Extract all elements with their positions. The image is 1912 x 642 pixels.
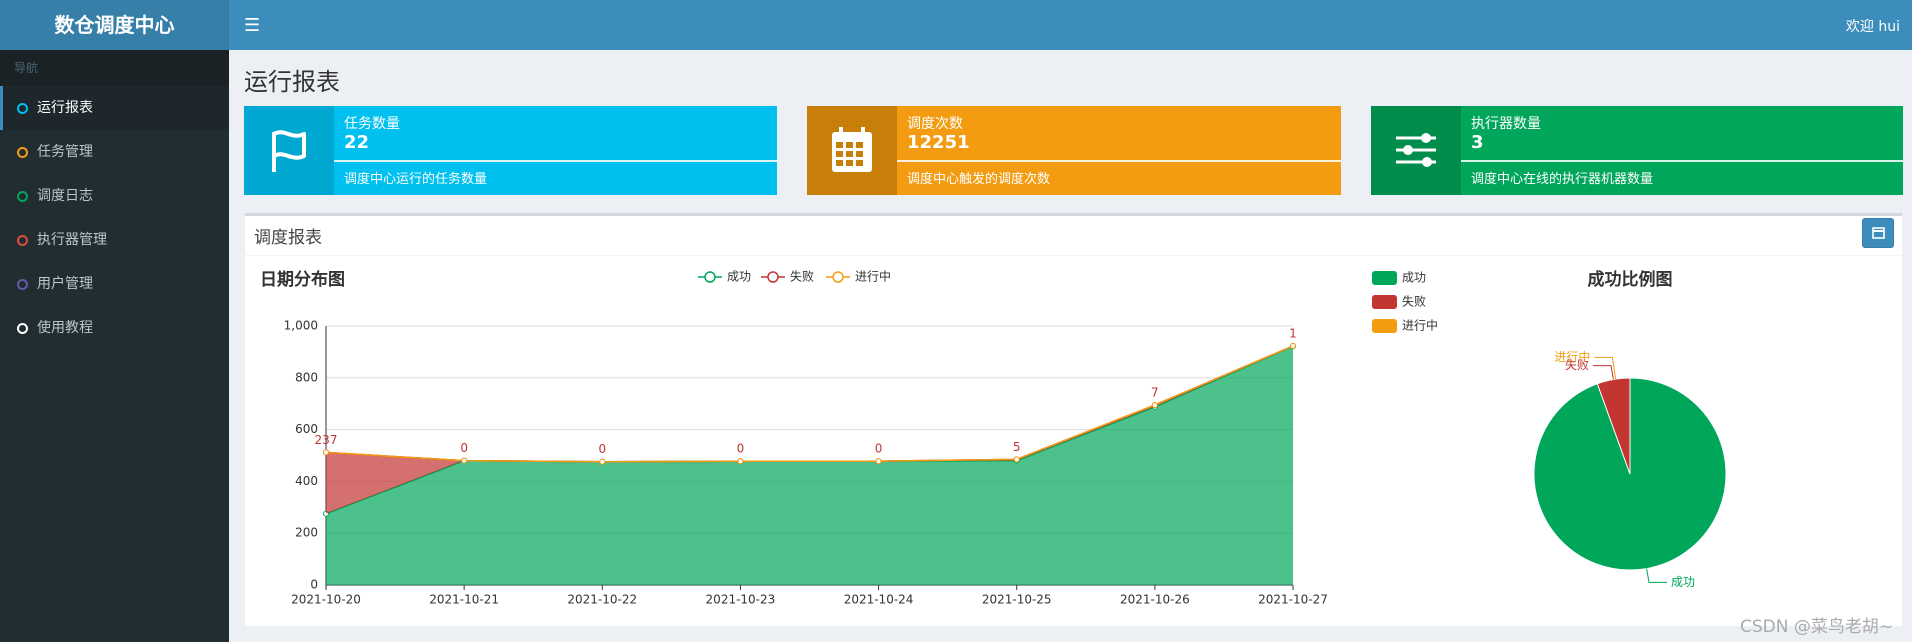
data-point bbox=[1013, 456, 1020, 463]
nav-item[interactable]: 运行报表 bbox=[0, 86, 229, 130]
nav-label: 运行报表 bbox=[37, 100, 93, 116]
x-tick-label: 2021-10-22 bbox=[567, 593, 637, 607]
legend-marker bbox=[832, 271, 844, 283]
legend-marker bbox=[767, 271, 779, 283]
series-line bbox=[325, 345, 1294, 463]
legend-swatch bbox=[1372, 319, 1397, 333]
card-value: 12251 bbox=[907, 132, 970, 153]
data-label: 1 bbox=[1289, 326, 1297, 340]
card-desc: 调度中心触发的调度次数 bbox=[907, 172, 1051, 187]
nav-header: 导航 bbox=[0, 50, 229, 86]
legend-label: 进行中 bbox=[855, 269, 891, 284]
y-tick-label: 400 bbox=[295, 474, 318, 488]
chart-title: 日期分布图 bbox=[260, 269, 345, 290]
card: 调度次数 12251 调度中心触发的调度次数 bbox=[807, 106, 1341, 195]
nav-label: 执行器管理 bbox=[37, 232, 107, 248]
date-picker-button[interactable] bbox=[1862, 218, 1894, 248]
y-tick-label: 800 bbox=[295, 370, 318, 384]
card-title: 调度次数 bbox=[907, 116, 963, 132]
nav-item[interactable]: 调度日志 bbox=[0, 174, 229, 218]
nav-item[interactable]: 使用教程 bbox=[0, 306, 229, 350]
data-label: 0 bbox=[875, 442, 883, 456]
nav-icon bbox=[17, 103, 28, 114]
nav-label: 调度日志 bbox=[37, 188, 93, 204]
y-tick-label: 1,000 bbox=[284, 319, 318, 333]
legend-label: 失败 bbox=[790, 269, 814, 284]
y-tick-label: 0 bbox=[310, 578, 318, 592]
legend-swatch bbox=[1372, 295, 1397, 309]
user-menu[interactable]: 欢迎 hui bbox=[1845, 19, 1900, 35]
x-tick-label: 2021-10-26 bbox=[1120, 593, 1190, 607]
y-tick-label: 200 bbox=[295, 526, 318, 540]
card-desc: 调度中心运行的任务数量 bbox=[344, 172, 488, 187]
data-label: 5 bbox=[1013, 440, 1021, 454]
data-label: 7 bbox=[1151, 385, 1159, 399]
data-point bbox=[461, 457, 468, 464]
nav-label: 任务管理 bbox=[37, 144, 93, 160]
watermark: CSDN @菜鸟老胡~ bbox=[1740, 617, 1894, 637]
nav-icon bbox=[17, 147, 28, 158]
nav-icon bbox=[17, 323, 28, 334]
chart-title: 成功比例图 bbox=[1588, 269, 1673, 290]
divider bbox=[245, 255, 1902, 256]
legend-marker bbox=[704, 271, 716, 283]
logo[interactable]: 数仓调度中心 bbox=[0, 0, 229, 50]
nav-label: 用户管理 bbox=[37, 276, 93, 292]
card-desc: 调度中心在线的执行器机器数量 bbox=[1471, 172, 1654, 187]
legend-label: 失败 bbox=[1402, 294, 1426, 309]
page-title: 运行报表 bbox=[244, 68, 340, 96]
label-line bbox=[1592, 365, 1614, 380]
data-label: 237 bbox=[315, 433, 338, 447]
x-tick-label: 2021-10-25 bbox=[982, 593, 1052, 607]
label-line bbox=[1594, 356, 1617, 380]
card-title: 执行器数量 bbox=[1471, 116, 1541, 132]
x-tick-label: 2021-10-27 bbox=[1258, 593, 1328, 607]
pie-label: 成功 bbox=[1671, 575, 1695, 589]
legend-swatch bbox=[1372, 271, 1397, 285]
data-label: 0 bbox=[460, 441, 468, 455]
legend-label: 成功 bbox=[727, 270, 751, 284]
legend-label: 成功 bbox=[1402, 271, 1426, 285]
x-tick-label: 2021-10-23 bbox=[706, 593, 776, 607]
sidebar bbox=[0, 50, 229, 642]
x-tick-label: 2021-10-21 bbox=[429, 593, 499, 607]
label-line bbox=[1646, 568, 1668, 583]
nav-item[interactable]: 任务管理 bbox=[0, 130, 229, 174]
data-point bbox=[875, 458, 882, 465]
card: 任务数量 22 调度中心运行的任务数量 bbox=[244, 106, 777, 195]
nav-item[interactable]: 执行器管理 bbox=[0, 218, 229, 262]
data-point bbox=[323, 449, 329, 456]
card-icon bbox=[244, 106, 334, 195]
data-point bbox=[737, 458, 744, 465]
x-tick-label: 2021-10-20 bbox=[291, 593, 361, 607]
card-value: 3 bbox=[1471, 132, 1484, 153]
data-point bbox=[599, 458, 606, 465]
y-tick-label: 600 bbox=[295, 422, 318, 436]
card-value: 22 bbox=[344, 132, 370, 153]
panel-title: 调度报表 bbox=[254, 228, 322, 248]
data-label: 0 bbox=[737, 442, 745, 456]
area-fill bbox=[326, 346, 1293, 585]
legend-label: 进行中 bbox=[1402, 318, 1438, 333]
pie-label: 失败 bbox=[1565, 357, 1589, 372]
data-point bbox=[1151, 401, 1158, 408]
menu-toggle[interactable]: ☰ bbox=[244, 15, 261, 36]
top-bar bbox=[229, 0, 1912, 50]
nav-icon bbox=[17, 191, 28, 202]
data-point bbox=[1290, 342, 1296, 349]
x-tick-label: 2021-10-24 bbox=[844, 593, 914, 607]
nav-icon bbox=[17, 279, 28, 290]
card-title: 任务数量 bbox=[344, 116, 400, 132]
pie-label: 进行中 bbox=[1554, 349, 1590, 364]
card-icon bbox=[1371, 106, 1461, 195]
card-icon bbox=[807, 106, 897, 195]
data-label: 0 bbox=[598, 442, 606, 456]
nav-item[interactable]: 用户管理 bbox=[0, 262, 229, 306]
nav-icon bbox=[17, 235, 28, 246]
nav-label: 使用教程 bbox=[37, 320, 93, 336]
card: 执行器数量 3 调度中心在线的执行器机器数量 bbox=[1371, 106, 1903, 195]
